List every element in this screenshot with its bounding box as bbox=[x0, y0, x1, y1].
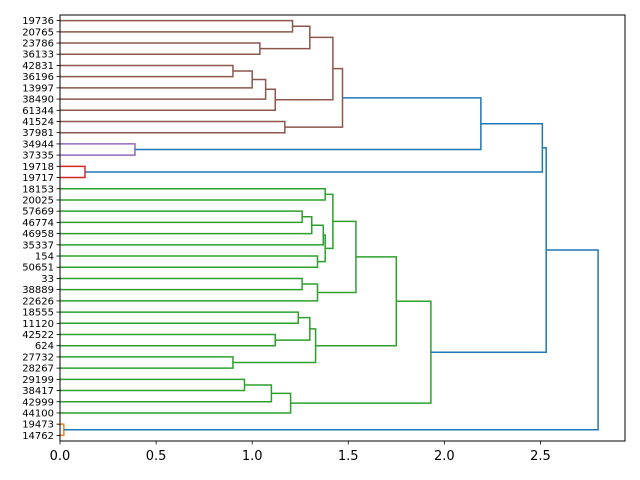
leaf-label: 42831 bbox=[22, 61, 54, 72]
leaf-label: 20765 bbox=[22, 27, 54, 38]
leaf-label: 11120 bbox=[22, 319, 54, 330]
leaf-label: 50651 bbox=[22, 263, 54, 274]
leaf-label: 46774 bbox=[22, 218, 54, 229]
leaf-label: 61344 bbox=[22, 106, 54, 117]
dendrogram-link bbox=[63, 249, 599, 431]
dendrogram-link bbox=[60, 78, 267, 100]
leaf-label: 27732 bbox=[22, 352, 54, 363]
x-tick-label: 1.5 bbox=[338, 449, 359, 464]
plot-frame bbox=[59, 14, 626, 442]
dendrogram-link bbox=[60, 188, 326, 201]
leaf-label: 22626 bbox=[22, 296, 54, 307]
x-axis: 0.0 0.5 1.0 1.5 2.0 2.5 bbox=[50, 441, 551, 464]
dendrogram-link bbox=[232, 328, 317, 364]
dendrogram-link bbox=[290, 300, 432, 404]
leaf-label: 624 bbox=[35, 341, 54, 352]
dendrogram-link bbox=[60, 423, 65, 437]
leaf-label: 38490 bbox=[22, 95, 54, 106]
leaf-label: 29199 bbox=[22, 375, 54, 386]
leaf-label: 13997 bbox=[22, 83, 54, 94]
leaf-label: 36133 bbox=[22, 50, 54, 61]
dendrogram-link bbox=[317, 234, 326, 263]
leaf-label: 38417 bbox=[22, 386, 54, 397]
leaf-label: 42522 bbox=[22, 330, 54, 341]
dendrogram-link bbox=[60, 333, 276, 347]
x-tick-label: 2.0 bbox=[434, 449, 455, 464]
leaf-label: 19736 bbox=[22, 16, 54, 27]
dendrogram-link bbox=[317, 220, 357, 294]
leaf-label: 28267 bbox=[22, 364, 54, 375]
leaf-label: 19473 bbox=[22, 420, 54, 431]
leaf-label: 19718 bbox=[22, 162, 54, 173]
leaf-label: 18555 bbox=[22, 308, 54, 319]
x-tick-label: 2.5 bbox=[530, 449, 551, 464]
leaf-label: 34944 bbox=[22, 139, 54, 150]
leaf-label: 14762 bbox=[22, 431, 54, 442]
leaf-label: 41524 bbox=[22, 117, 54, 128]
dendrogram-link bbox=[60, 88, 276, 112]
leaf-labels: 1973620765237863613342831361961399738490… bbox=[22, 16, 60, 442]
leaf-label: 42999 bbox=[22, 397, 54, 408]
leaf-label: 46958 bbox=[22, 229, 54, 240]
dendrogram-link bbox=[134, 97, 482, 151]
x-tick-label: 1.0 bbox=[242, 449, 263, 464]
x-tick-label: 0.0 bbox=[50, 449, 71, 464]
leaf-label: 44100 bbox=[22, 408, 54, 419]
dendrogram-link bbox=[275, 36, 334, 101]
leaf-label: 20025 bbox=[22, 195, 54, 206]
dendrogram-link bbox=[60, 392, 292, 414]
dendrogram-link bbox=[430, 147, 547, 353]
dendrogram-link bbox=[60, 224, 325, 246]
dendrogram-link bbox=[60, 356, 234, 369]
leaf-label: 37335 bbox=[22, 151, 54, 162]
dendrogram-link bbox=[325, 193, 334, 250]
leaf-label: 154 bbox=[35, 252, 54, 263]
leaf-label: 37981 bbox=[22, 128, 54, 139]
dendrogram-link bbox=[60, 64, 234, 78]
x-tick-label: 0.5 bbox=[146, 449, 167, 464]
leaf-label: 38889 bbox=[22, 285, 54, 296]
leaf-label: 19717 bbox=[22, 173, 54, 184]
leaf-label: 18153 bbox=[22, 184, 54, 195]
dendrogram-link bbox=[60, 19, 294, 33]
leaf-label: 23786 bbox=[22, 39, 54, 50]
dendrogram-link bbox=[60, 311, 300, 325]
leaf-label: 33 bbox=[41, 274, 54, 285]
leaf-label: 35337 bbox=[22, 240, 54, 251]
leaf-label: 36196 bbox=[22, 72, 54, 83]
leaf-label: 57669 bbox=[22, 207, 54, 218]
dendrogram-links bbox=[60, 19, 599, 437]
